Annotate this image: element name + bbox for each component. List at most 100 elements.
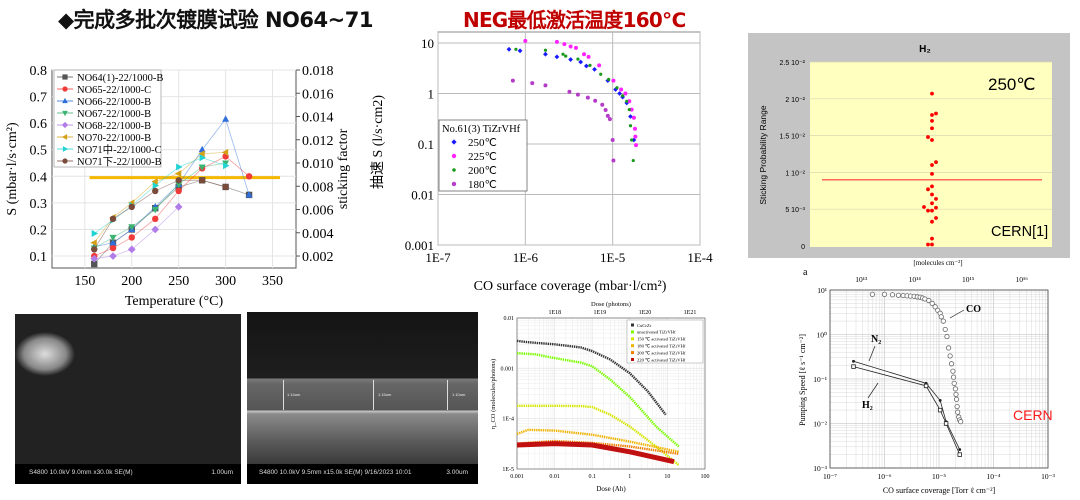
x-tick-label: 1E-6 <box>513 250 539 265</box>
y-tick-label: 0.8 <box>30 64 48 79</box>
data-point <box>951 380 957 386</box>
data-point <box>198 164 206 171</box>
legend-marker <box>452 168 456 172</box>
x-axis-title: Dose (Ah) <box>596 485 626 493</box>
data-point <box>955 409 961 415</box>
series-2 <box>517 404 680 466</box>
legend-box <box>53 69 162 168</box>
y-axis-title: S (mbar·l/s·cm²) <box>5 122 20 216</box>
data-point <box>930 113 934 117</box>
x-tick-label: 10⁻³ <box>1041 472 1055 481</box>
panel-label: a <box>803 267 808 278</box>
y2-tick-label: 0.002 <box>302 250 334 265</box>
data-point <box>926 208 930 213</box>
data-point <box>530 81 535 86</box>
series-2 <box>851 364 962 457</box>
legend-marker <box>451 153 457 159</box>
data-point <box>950 368 956 374</box>
data-point <box>631 158 635 163</box>
data-point <box>90 254 99 263</box>
y-tick-label: 0.01 <box>504 316 515 322</box>
data-point <box>926 242 930 247</box>
legend-marker <box>62 86 68 92</box>
x-tick-label: 1E-4 <box>687 250 713 265</box>
data-point <box>633 134 638 139</box>
legend-marker <box>61 134 68 140</box>
temperature-annotation: 250℃ <box>988 75 1035 94</box>
photodesorption-yield-chart: 0.001 0.01 0.1 1 10 100 1E-5 1E-4 0.001 0.01 1E18 1… <box>490 301 710 493</box>
legend-marker <box>62 97 68 104</box>
data-point <box>245 191 253 198</box>
legend-box <box>626 319 704 364</box>
data-point <box>926 135 930 139</box>
data-point <box>958 448 962 451</box>
data-point <box>934 196 938 201</box>
chart-title: H₂ <box>919 44 931 55</box>
x-axis-title: CO surface coverage (mbar·l/cm²) <box>474 279 667 294</box>
thickness-marker <box>373 380 374 410</box>
data-point <box>937 407 943 413</box>
data-point <box>221 148 229 156</box>
y2-tick-label: 0.008 <box>302 180 334 195</box>
data-point <box>619 87 624 92</box>
data-point <box>944 333 950 340</box>
data-point <box>586 54 591 59</box>
data-point <box>938 398 942 402</box>
data-point <box>585 95 590 100</box>
data-point <box>930 126 934 131</box>
data-point <box>562 42 567 47</box>
data-point <box>938 314 944 320</box>
annotation-arrow <box>868 345 876 362</box>
data-point <box>631 115 636 120</box>
y-axis-title: η_CO (molecules/photons) <box>490 359 497 429</box>
x2-tick-label: 10¹⁴ <box>909 275 922 284</box>
data-point <box>543 48 548 52</box>
x2-tick-label: 1E18 <box>548 310 561 316</box>
series-3 <box>510 78 616 163</box>
plot-frame <box>829 289 1049 469</box>
sem-caption: S4800 10.0kV 9.0mm x30.0k SE(M) <box>29 469 133 476</box>
legend-marker <box>631 323 634 327</box>
x-tick-label: 0.01 <box>549 474 560 480</box>
data-point <box>175 181 183 189</box>
sticking-probability-chart: H₂ 0 5 10⁻³ 1 10⁻² 1.5 10⁻² 2 10⁻² 2.5 10⁻² Sti… <box>748 33 1070 267</box>
y-tick-label: 1 10⁻² <box>785 170 805 177</box>
data-point <box>245 173 253 180</box>
data-point <box>952 386 959 392</box>
data-point <box>926 187 930 192</box>
data-point <box>953 391 959 398</box>
data-point <box>930 118 934 123</box>
data-point <box>543 83 548 88</box>
data-point <box>607 117 612 122</box>
x-tick-label: 150 <box>74 274 95 289</box>
y-tick-label: 0.1 <box>418 137 434 152</box>
data-point <box>222 115 230 122</box>
y2-tick-label: 0.006 <box>302 204 334 219</box>
legend-marker <box>631 358 634 361</box>
data-point <box>523 38 528 43</box>
x-tick-label: 1E-7 <box>425 250 451 265</box>
data-point <box>957 452 962 457</box>
series-3 <box>516 428 679 453</box>
legend-label: 225℃ <box>468 151 497 163</box>
legend-marker <box>61 121 69 129</box>
annotation-arrow <box>949 309 965 319</box>
legend-label: NO67-22/1000-B <box>77 109 151 120</box>
data-point <box>632 126 637 131</box>
data-point <box>152 215 159 223</box>
data-point <box>617 91 622 96</box>
data-point <box>930 91 934 96</box>
data-point <box>517 48 523 54</box>
legend-label: NO71下-22/1000-B <box>77 157 162 168</box>
data-point <box>588 63 592 67</box>
data-point <box>109 244 117 252</box>
y-tick-label: 1 <box>428 86 435 101</box>
series-4 <box>90 203 183 263</box>
data-point <box>954 403 960 410</box>
x-tick-label: 10⁻⁴ <box>986 472 1000 481</box>
thickness-marker <box>447 380 448 410</box>
h2-annotation: H₂ <box>862 400 873 411</box>
data-point <box>930 236 934 241</box>
series-7 <box>91 177 229 253</box>
y-tick-label: 0.1 <box>30 250 48 265</box>
